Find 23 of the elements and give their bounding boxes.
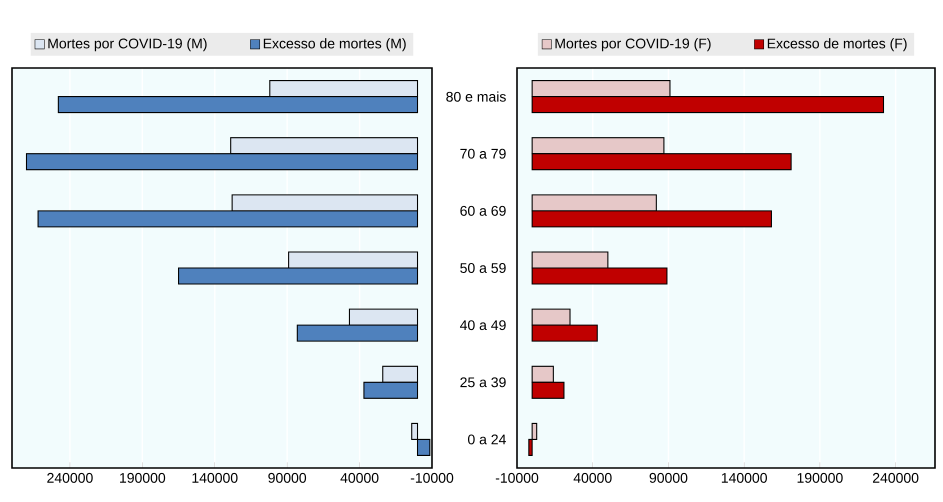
legend-label: Excesso de mortes (M) (264, 38, 406, 52)
y-tick-label: 60 a 69 (460, 206, 506, 216)
y-tick-label: 70 a 79 (460, 148, 506, 159)
x-tick-label: 190000 (798, 472, 843, 483)
x-tick-label: 140000 (722, 472, 767, 483)
legend-label: Mortes por COVID-19 (M) (48, 38, 207, 52)
x-tick-label: 90000 (268, 472, 306, 483)
y-tick-label: 50 a 59 (460, 263, 506, 273)
y-tick-label: 40 a 49 (460, 320, 506, 330)
x-tick-label: 40000 (574, 472, 612, 483)
y-tick-label: 0 a 24 (468, 434, 506, 444)
y-tick-label: 25 a 39 (460, 377, 506, 388)
x-tick-label: 240000 (47, 472, 93, 483)
x-tick-label: 190000 (120, 472, 166, 483)
x-tick-label: 90000 (650, 472, 688, 483)
y-tick-label: 80 e mais (446, 91, 506, 102)
x-tick-label: 40000 (340, 472, 378, 483)
x-tick-label: 140000 (192, 472, 238, 483)
legend-label: Mortes por COVID-19 (F) (556, 38, 711, 52)
legend-label: Excesso de mortes (F) (768, 38, 907, 52)
x-tick-label: -10000 (410, 472, 454, 483)
x-tick-label: -10000 (496, 472, 538, 483)
x-tick-label: 240000 (872, 472, 918, 483)
